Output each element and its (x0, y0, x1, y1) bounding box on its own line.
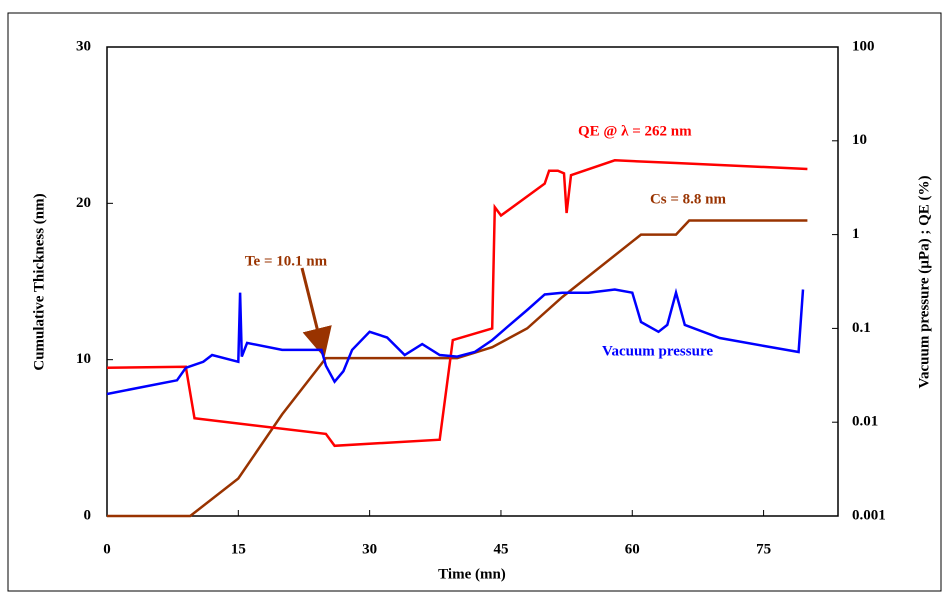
y-tick-label: 20 (76, 195, 91, 211)
y2-tick-label: 0.001 (852, 507, 886, 523)
y-tick-label: 0 (84, 507, 92, 523)
y2-tick-label: 1 (852, 226, 860, 242)
annotation-arrow (300, 267, 332, 358)
y2-axis-title: Vacuum pressure (µPa) ; QE (%) (916, 176, 932, 389)
series-label: QE @ λ = 262 nm (578, 123, 692, 139)
series-label: Vacuum pressure (602, 343, 713, 359)
plot-area (106, 46, 839, 517)
x-tick-label: 15 (231, 541, 246, 557)
y2-tick-label: 0.1 (852, 320, 871, 336)
y-axis-title: Cumulative Thickness (nm) (31, 193, 47, 370)
x-tick-label: 75 (756, 541, 771, 557)
x-tick-label: 0 (103, 541, 111, 557)
y2-tick-label: 10 (852, 132, 867, 148)
y-tick-label: 30 (76, 38, 91, 54)
series-line (106, 159, 808, 448)
series-label: Cs = 8.8 nm (650, 191, 727, 207)
x-tick-label: 30 (362, 541, 377, 557)
x-tick-label: 45 (493, 541, 508, 557)
series-line (106, 287, 805, 396)
x-tick-label: 60 (625, 541, 640, 557)
frame (7, 12, 942, 592)
series-line (107, 219, 808, 518)
y-tick-label: 10 (76, 351, 91, 367)
y2-tick-label: 0.01 (852, 414, 878, 430)
y2-tick-label: 100 (852, 38, 875, 54)
annotation: Te = 10.1 nm (245, 253, 328, 269)
x-axis-title: Time (mn) (438, 566, 506, 582)
